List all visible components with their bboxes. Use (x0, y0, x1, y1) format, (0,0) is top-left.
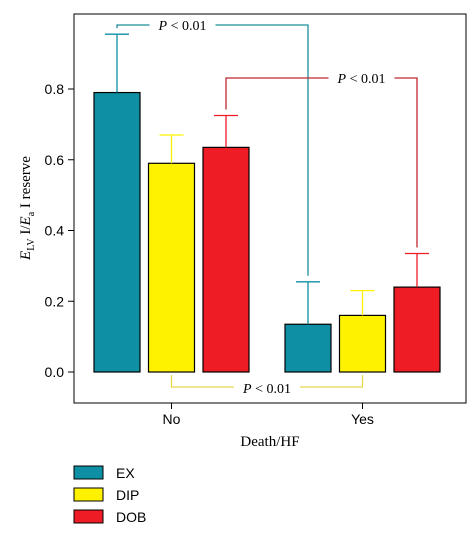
significance-bracket (225, 77, 418, 248)
significance-label: P < 0.01 (337, 72, 386, 87)
significance-label: P < 0.01 (158, 19, 207, 34)
x-tick-label: Yes (351, 411, 374, 427)
bar (93, 91, 141, 373)
significance-annotations: P < 0.01 P < 0.01 P < 0.01 (116, 17, 418, 397)
significance-label-bg (234, 380, 300, 397)
bar (393, 286, 441, 373)
y-axis: 0.0 0.2 0.4 0.6 0.8 (45, 81, 74, 380)
y-tick-label: 0.8 (45, 81, 65, 97)
legend-label: EX (116, 465, 135, 481)
y-tick-label: 0.4 (45, 223, 65, 239)
bar (338, 314, 387, 373)
legend: EX DIP DOB (73, 465, 146, 525)
bars (93, 33, 441, 373)
significance-label-bg (149, 17, 216, 34)
significance-label-bg (328, 70, 395, 87)
legend-swatch (73, 465, 104, 480)
bar (202, 146, 250, 373)
x-axis: No Yes (163, 403, 374, 427)
y-tick-label: 0.0 (45, 364, 65, 380)
y-tick-label: 0.2 (45, 293, 65, 309)
y-tick-label: 0.6 (45, 152, 65, 168)
plot-frame (73, 13, 467, 404)
legend-label: DIP (116, 487, 139, 503)
x-axis-title: Death/HF (240, 434, 299, 450)
x-tick-label: No (163, 411, 181, 427)
legend-label: DOB (116, 509, 146, 525)
significance-label: P < 0.01 (242, 382, 291, 397)
bar (284, 323, 332, 373)
legend-swatch (73, 509, 104, 524)
legend-swatch (73, 487, 104, 502)
bar (147, 162, 196, 373)
y-axis-title: ELV I/Ea I reserve (18, 156, 37, 261)
